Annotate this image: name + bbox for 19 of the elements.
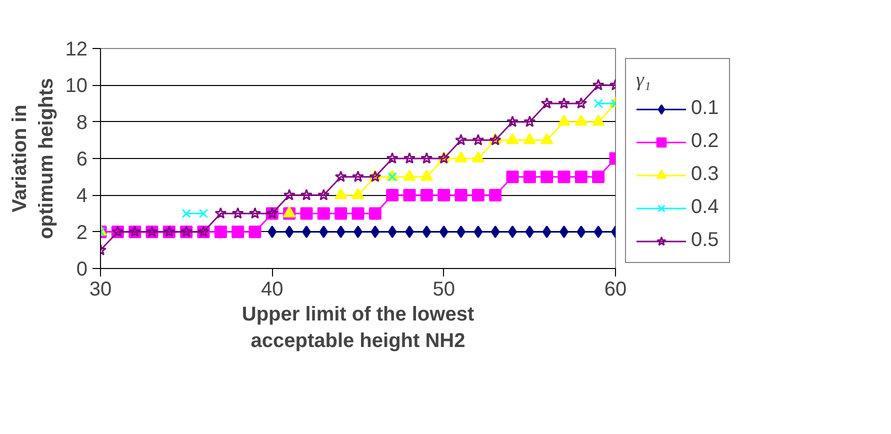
y-tick-label: 10	[65, 75, 88, 98]
x-tick-label: 40	[261, 278, 284, 300]
legend-label: 0.1	[691, 97, 719, 120]
y-tick-label: 0	[76, 258, 88, 280]
legend-label: 0.4	[691, 196, 719, 219]
legend-title: γ₁	[636, 69, 652, 92]
y-tick-label: 4	[76, 185, 88, 208]
x-tick-label: 60	[604, 278, 627, 300]
legend-label: 0.3	[691, 163, 719, 186]
y-tick-label: 2	[76, 222, 88, 244]
legend-label: 0.2	[691, 130, 719, 153]
x-tick-label: 30	[89, 278, 112, 300]
y-tick-label: 12	[65, 38, 88, 60]
y-tick-label: 6	[76, 148, 88, 170]
x-tick-label: 50	[432, 278, 455, 300]
legend-label: 0.5	[691, 229, 719, 252]
y-axis-title: Variation in optimum heights	[8, 78, 58, 240]
x-axis-title: Upper limit of the lowest acceptable height NH2	[242, 304, 474, 352]
y-tick-label: 8	[76, 112, 88, 134]
